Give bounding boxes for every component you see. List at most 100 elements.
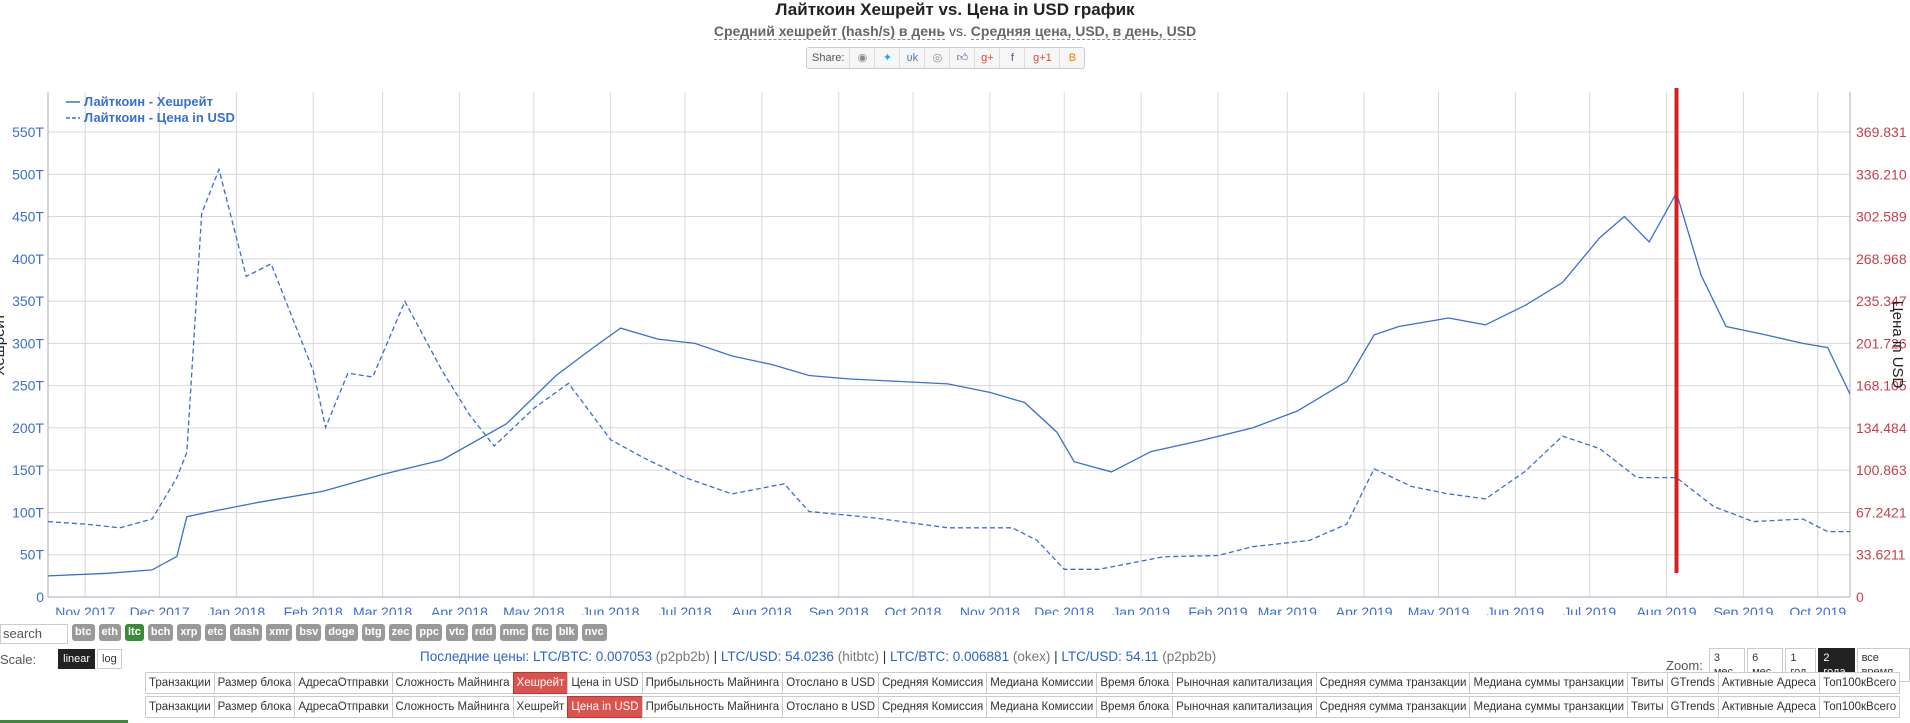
coin-xrp[interactable]: xrp bbox=[177, 624, 201, 641]
tabs_row1-tab-15[interactable]: GTrends bbox=[1666, 672, 1719, 694]
zoom-label: Zoom: bbox=[1666, 657, 1703, 673]
y-right-tick: 0 bbox=[1856, 589, 1864, 605]
tabs_row1-tab-2[interactable]: АдресаОтправки bbox=[294, 672, 393, 694]
reddit-icon[interactable]: ◉ bbox=[850, 48, 876, 68]
tabs_row2-tab-4[interactable]: Хешрейт bbox=[512, 696, 569, 718]
y-right-tick: 201.726 bbox=[1856, 335, 1907, 351]
tabs_row2-tab-11[interactable]: Рыночная капитализация bbox=[1172, 696, 1317, 718]
tabs_row2-tab-17[interactable]: Топ100кВсего bbox=[1819, 696, 1901, 718]
vk-icon[interactable]: ʋk bbox=[900, 48, 926, 68]
coin-eth[interactable]: eth bbox=[98, 624, 121, 641]
scale-selector: Scale: linear log bbox=[0, 649, 122, 669]
tabs_row2-tab-0[interactable]: Транзакции bbox=[145, 696, 215, 718]
scale-log-button[interactable]: log bbox=[97, 649, 122, 669]
subtitle-right-link[interactable]: Средняя цена, USD, в день, USD bbox=[970, 23, 1197, 40]
coin-selector: btc eth ltc bch xrp etc dash xmr bsv doge btg zec pp… bbox=[72, 624, 607, 641]
tabs_row2-tab-13[interactable]: Медиана суммы транзакции bbox=[1469, 696, 1628, 718]
facebook-icon[interactable]: f bbox=[1000, 48, 1026, 68]
tabs_row1-tab-6[interactable]: Прибыльность Майнинга bbox=[641, 672, 784, 694]
coin-btg[interactable]: btg bbox=[361, 624, 385, 641]
coin-nmc[interactable]: nmc bbox=[499, 624, 529, 641]
like-icon[interactable]: 👍︎ bbox=[950, 48, 976, 68]
tabs_row2-tab-3[interactable]: Сложность Майнинга bbox=[391, 696, 514, 718]
tabs_row1-tab-5[interactable]: Цена in USD bbox=[567, 672, 643, 694]
tabs_row2-tab-12[interactable]: Средняя сумма транзакции bbox=[1315, 696, 1471, 718]
price-item-4[interactable]: LTC/USD: 54.11 bbox=[1061, 649, 1159, 664]
twitter-icon[interactable]: ✦ bbox=[875, 48, 901, 68]
x-tick: Feb 2018 bbox=[284, 604, 343, 615]
blogger-icon[interactable]: B bbox=[1068, 52, 1077, 64]
y-right-axis-title: Цена in USD bbox=[1889, 301, 1906, 389]
search-input[interactable]: search bbox=[0, 624, 68, 644]
weibo-icon[interactable]: ◎ bbox=[925, 48, 951, 68]
google-plus-icon[interactable]: g+ bbox=[975, 48, 1001, 68]
tabs_row1-tab-4[interactable]: Хешрейт bbox=[512, 672, 569, 694]
coin-vtc[interactable]: vtc bbox=[445, 624, 468, 641]
tabs_row1-tab-14[interactable]: Твиты bbox=[1627, 672, 1668, 694]
tabs_row1-tab-11[interactable]: Рыночная капитализация bbox=[1172, 672, 1317, 694]
subtitle-left-link[interactable]: Средний хешрейт (hash/s) в день bbox=[713, 23, 946, 40]
tabs_row2-tab-15[interactable]: GTrends bbox=[1666, 696, 1719, 718]
tabs_row2-tab-5[interactable]: Цена in USD bbox=[567, 696, 643, 718]
tabs_row1-tab-3[interactable]: Сложность Майнинга bbox=[391, 672, 514, 694]
price-item-3[interactable]: LTC/BTC: 0.006881 bbox=[890, 649, 1010, 664]
coin-bsv[interactable]: bsv bbox=[296, 624, 322, 641]
metric-tabs-secondary: Транзакции Размер блока АдресаОтправки Слож… bbox=[145, 696, 1901, 718]
tabs_row1-tab-8[interactable]: Средняя Комиссия bbox=[878, 672, 988, 694]
tabs_row2-tab-1[interactable]: Размер блока bbox=[213, 696, 296, 718]
coin-blk[interactable]: blk bbox=[555, 624, 578, 641]
y-left-tick: 300T bbox=[12, 335, 44, 351]
price-item-1[interactable]: LTC/BTC: 0.007053 bbox=[532, 649, 653, 664]
tabs_row1-tab-9[interactable]: Медиана Комиссии bbox=[986, 672, 1098, 694]
y-left-axis-title: Хешрейт bbox=[0, 313, 8, 375]
tabs_row2-tab-8[interactable]: Средняя Комиссия bbox=[878, 696, 988, 718]
tabs_row2-tab-2[interactable]: АдресаОтправки bbox=[294, 696, 393, 718]
tabs_row2-tab-9[interactable]: Медиана Комиссии bbox=[986, 696, 1098, 718]
price-source-1: (p2pb2b) bbox=[655, 649, 710, 664]
tabs_row2-tab-14[interactable]: Твиты bbox=[1627, 696, 1668, 718]
x-tick: Mar 2019 bbox=[1258, 604, 1317, 615]
y-left-tick: 400T bbox=[12, 251, 44, 267]
coin-doge[interactable]: doge bbox=[325, 624, 358, 641]
y-right-tick: 100.863 bbox=[1856, 462, 1907, 478]
coin-ppc[interactable]: ppc bbox=[416, 624, 442, 641]
coin-btc[interactable]: btc bbox=[72, 624, 95, 641]
tabs_row1-tab-12[interactable]: Средняя сумма транзакции bbox=[1315, 672, 1471, 694]
tabs_row1-tab-0[interactable]: Транзакции bbox=[145, 672, 215, 694]
price-item-2[interactable]: LTC/USD: 54.0236 bbox=[720, 649, 834, 664]
tabs_row1-tab-17[interactable]: Топ100кВсего bbox=[1819, 672, 1901, 694]
tabs_row2-tab-10[interactable]: Время блока bbox=[1096, 696, 1174, 718]
y-left-tick: 100T bbox=[12, 504, 44, 520]
coin-zec[interactable]: zec bbox=[388, 624, 413, 641]
latest-prices: Последние цены: LTC/BTC: 0.007053 (p2pb2… bbox=[420, 649, 1217, 664]
coin-ftc[interactable]: ftc bbox=[532, 624, 552, 641]
tabs_row1-tab-1[interactable]: Размер блока bbox=[213, 672, 296, 694]
tabs_row1-tab-10[interactable]: Время блока bbox=[1096, 672, 1174, 694]
coin-ltc[interactable]: ltc bbox=[125, 624, 144, 641]
scale-linear-button[interactable]: linear bbox=[58, 649, 96, 669]
tabs_row1-tab-13[interactable]: Медиана суммы транзакции bbox=[1469, 672, 1628, 694]
coin-bch[interactable]: bch bbox=[147, 624, 174, 641]
y-right-tick: 33.6211 bbox=[1856, 547, 1906, 563]
google-plus-one-icon[interactable]: g+1 bbox=[1025, 48, 1061, 68]
coin-xmr[interactable]: xmr bbox=[266, 624, 293, 641]
tabs_row1-tab-16[interactable]: Активные Адреса bbox=[1717, 672, 1821, 694]
x-tick: Sep 2019 bbox=[1713, 604, 1773, 615]
coin-nvc[interactable]: nvc bbox=[581, 624, 607, 641]
x-tick: May 2019 bbox=[1408, 604, 1470, 615]
x-tick: Jan 2019 bbox=[1112, 604, 1170, 615]
x-tick: Dec 2018 bbox=[1034, 604, 1094, 615]
share-label: Share: bbox=[807, 48, 851, 68]
x-tick: Oct 2019 bbox=[1789, 604, 1846, 615]
tabs_row2-tab-7[interactable]: Отослано в USD bbox=[782, 696, 880, 718]
tabs_row2-tab-16[interactable]: Активные Адреса bbox=[1717, 696, 1821, 718]
y-left-tick: 200T bbox=[12, 420, 44, 436]
coin-dash[interactable]: dash bbox=[230, 624, 263, 641]
tabs_row1-tab-7[interactable]: Отослано в USD bbox=[782, 672, 880, 694]
coin-rdd[interactable]: rdd bbox=[471, 624, 496, 641]
y-right-tick: 168.105 bbox=[1856, 378, 1907, 394]
tabs_row2-tab-6[interactable]: Прибыльность Майнинга bbox=[641, 696, 784, 718]
x-tick: Jan 2018 bbox=[208, 604, 266, 615]
y-left-tick: 50T bbox=[20, 547, 45, 563]
coin-etc[interactable]: etc bbox=[204, 624, 227, 641]
